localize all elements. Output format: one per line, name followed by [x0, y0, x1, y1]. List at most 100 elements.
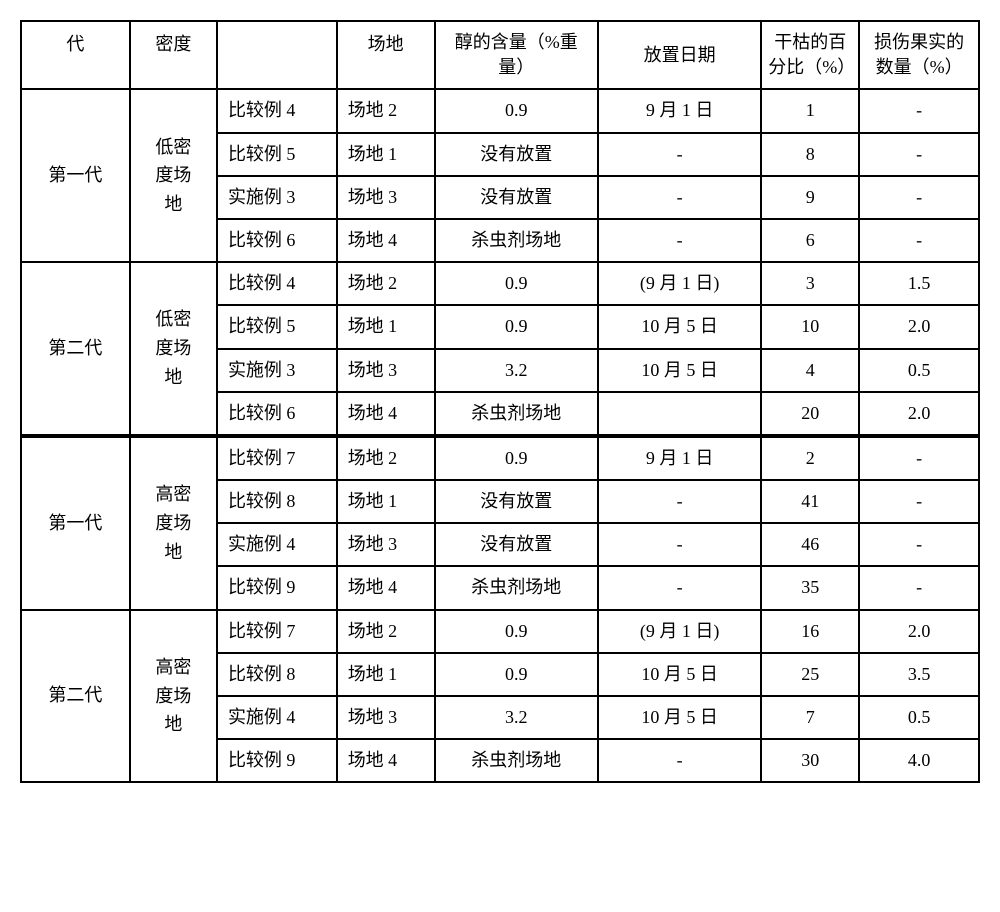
- example-cell: 实施例 3: [217, 176, 337, 219]
- example-cell: 比较例 7: [217, 436, 337, 480]
- date-cell: -: [598, 133, 761, 176]
- field-cell: 场地 1: [337, 480, 435, 523]
- date-cell: [598, 392, 761, 436]
- generation-cell: 第二代: [21, 262, 130, 436]
- example-cell: 比较例 5: [217, 305, 337, 348]
- damage-cell: 0.5: [859, 696, 979, 739]
- date-cell: -: [598, 480, 761, 523]
- field-cell: 场地 1: [337, 305, 435, 348]
- example-cell: 比较例 5: [217, 133, 337, 176]
- field-cell: 场地 3: [337, 523, 435, 566]
- table-row: 第二代高密度场地比较例 7场地 20.9(9 月 1 日)162.0: [21, 610, 979, 653]
- date-cell: -: [598, 566, 761, 609]
- field-cell: 场地 2: [337, 89, 435, 132]
- dry-cell: 8: [761, 133, 859, 176]
- example-cell: 比较例 8: [217, 653, 337, 696]
- header-row: 代 密度 场地 醇的含量（%重量） 放置日期 干枯的百分比（%） 损伤果实的数量…: [21, 21, 979, 89]
- example-cell: 比较例 9: [217, 566, 337, 609]
- field-cell: 场地 2: [337, 436, 435, 480]
- generation-cell: 第一代: [21, 89, 130, 262]
- dry-cell: 3: [761, 262, 859, 305]
- damage-cell: 3.5: [859, 653, 979, 696]
- damage-cell: -: [859, 176, 979, 219]
- example-cell: 比较例 4: [217, 262, 337, 305]
- date-cell: (9 月 1 日): [598, 262, 761, 305]
- dry-cell: 6: [761, 219, 859, 262]
- dry-cell: 25: [761, 653, 859, 696]
- alcohol-cell: 0.9: [435, 653, 598, 696]
- col-header-alcohol: 醇的含量（%重量）: [435, 21, 598, 89]
- col-header-generation: 代: [21, 21, 130, 89]
- date-cell: 10 月 5 日: [598, 349, 761, 392]
- density-cell: 高密度场地: [130, 436, 217, 610]
- date-cell: 10 月 5 日: [598, 696, 761, 739]
- field-cell: 场地 3: [337, 696, 435, 739]
- example-cell: 比较例 7: [217, 610, 337, 653]
- example-cell: 比较例 6: [217, 219, 337, 262]
- dry-cell: 20: [761, 392, 859, 436]
- table-row: 第一代低密度场地比较例 4场地 20.99 月 1 日1-: [21, 89, 979, 132]
- example-cell: 比较例 9: [217, 739, 337, 782]
- dry-cell: 10: [761, 305, 859, 348]
- alcohol-cell: 0.9: [435, 305, 598, 348]
- damage-cell: 0.5: [859, 349, 979, 392]
- generation-cell: 第二代: [21, 610, 130, 783]
- damage-cell: 4.0: [859, 739, 979, 782]
- example-cell: 比较例 6: [217, 392, 337, 436]
- data-table-container: 代 密度 场地 醇的含量（%重量） 放置日期 干枯的百分比（%） 损伤果实的数量…: [20, 20, 980, 783]
- date-cell: 10 月 5 日: [598, 305, 761, 348]
- col-header-field: 场地: [337, 21, 435, 89]
- col-header-date: 放置日期: [598, 21, 761, 89]
- col-header-example: [217, 21, 337, 89]
- field-cell: 场地 2: [337, 262, 435, 305]
- date-cell: 10 月 5 日: [598, 653, 761, 696]
- alcohol-cell: 0.9: [435, 610, 598, 653]
- date-cell: 9 月 1 日: [598, 436, 761, 480]
- generation-cell: 第一代: [21, 436, 130, 610]
- dry-cell: 2: [761, 436, 859, 480]
- damage-cell: -: [859, 133, 979, 176]
- damage-cell: -: [859, 436, 979, 480]
- dry-cell: 16: [761, 610, 859, 653]
- damage-cell: -: [859, 89, 979, 132]
- date-cell: -: [598, 219, 761, 262]
- date-cell: 9 月 1 日: [598, 89, 761, 132]
- col-header-damage: 损伤果实的数量（%）: [859, 21, 979, 89]
- table-row: 第一代高密度场地比较例 7场地 20.99 月 1 日2-: [21, 436, 979, 480]
- dry-cell: 46: [761, 523, 859, 566]
- date-cell: -: [598, 523, 761, 566]
- damage-cell: -: [859, 480, 979, 523]
- field-cell: 场地 1: [337, 653, 435, 696]
- damage-cell: -: [859, 219, 979, 262]
- alcohol-cell: 没有放置: [435, 480, 598, 523]
- damage-cell: -: [859, 566, 979, 609]
- dry-cell: 9: [761, 176, 859, 219]
- dry-cell: 1: [761, 89, 859, 132]
- alcohol-cell: 杀虫剂场地: [435, 739, 598, 782]
- dry-cell: 30: [761, 739, 859, 782]
- alcohol-cell: 没有放置: [435, 176, 598, 219]
- damage-cell: 1.5: [859, 262, 979, 305]
- date-cell: -: [598, 176, 761, 219]
- density-cell: 高密度场地: [130, 610, 217, 783]
- alcohol-cell: 杀虫剂场地: [435, 219, 598, 262]
- col-header-dry: 干枯的百分比（%）: [761, 21, 859, 89]
- date-cell: -: [598, 739, 761, 782]
- field-cell: 场地 1: [337, 133, 435, 176]
- alcohol-cell: 0.9: [435, 262, 598, 305]
- example-cell: 实施例 3: [217, 349, 337, 392]
- example-cell: 比较例 8: [217, 480, 337, 523]
- date-cell: (9 月 1 日): [598, 610, 761, 653]
- density-cell: 低密度场地: [130, 89, 217, 262]
- dry-cell: 35: [761, 566, 859, 609]
- alcohol-cell: 0.9: [435, 436, 598, 480]
- field-cell: 场地 4: [337, 219, 435, 262]
- table-body: 第一代低密度场地比较例 4场地 20.99 月 1 日1-比较例 5场地 1没有…: [21, 89, 979, 782]
- alcohol-cell: 3.2: [435, 349, 598, 392]
- example-cell: 比较例 4: [217, 89, 337, 132]
- dry-cell: 7: [761, 696, 859, 739]
- damage-cell: 2.0: [859, 610, 979, 653]
- field-cell: 场地 4: [337, 566, 435, 609]
- damage-cell: -: [859, 523, 979, 566]
- field-cell: 场地 4: [337, 739, 435, 782]
